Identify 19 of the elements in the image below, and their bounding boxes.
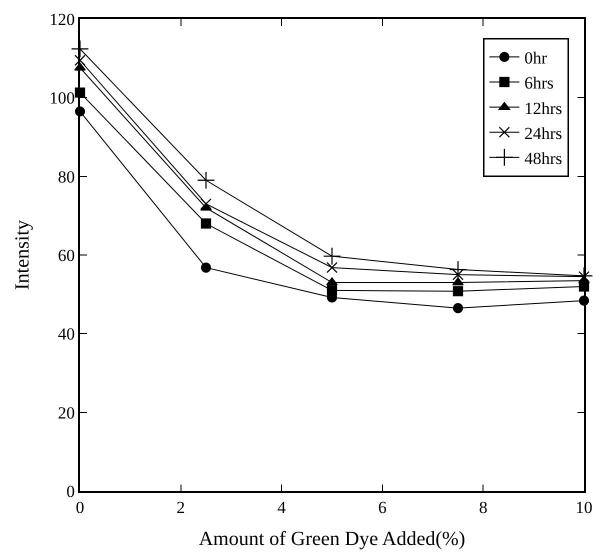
legend-label: 24hrs [524, 124, 562, 143]
y-tick-label: 100 [49, 88, 75, 108]
x-tick-label: 10 [576, 498, 592, 518]
y-tick-label: 40 [58, 324, 75, 344]
legend-label: 48hrs [524, 148, 562, 168]
y-tick-label: 0 [66, 482, 75, 501]
x-tick-label: 6 [378, 498, 387, 518]
legend-label: 0hr [524, 48, 548, 68]
x-tick-label: 2 [176, 498, 186, 518]
legend-label: 12hrs [524, 98, 562, 118]
y-tick-label: 80 [58, 167, 75, 186]
legend-label: 6hrs [524, 74, 554, 93]
x-tick-label: 8 [478, 498, 488, 518]
y-tick-label: 120 [49, 10, 75, 29]
y-tick-label: 60 [58, 246, 75, 265]
x-axis-title: Amount of Green Dye Added(%) [198, 528, 466, 550]
y-tick-label: 20 [58, 403, 75, 422]
y-axis-title: Intensity [11, 220, 34, 290]
x-tick-label: 4 [277, 498, 286, 518]
